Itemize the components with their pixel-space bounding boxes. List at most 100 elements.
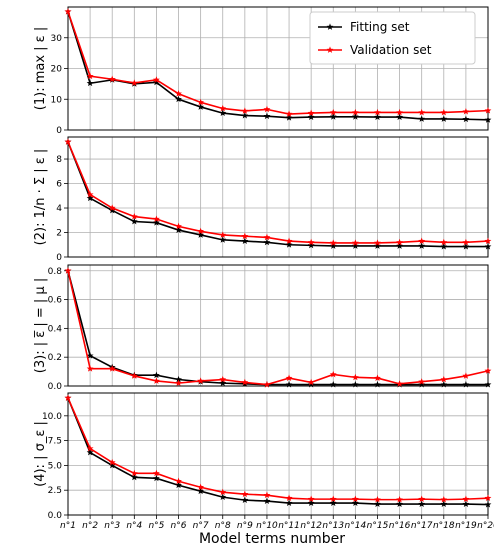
data-point-validation — [462, 495, 470, 503]
data-point-validation — [86, 190, 94, 198]
data-point-fitting — [329, 380, 337, 388]
data-point-fitting — [462, 115, 470, 123]
data-point-validation — [396, 496, 403, 503]
panel-frame — [67, 6, 489, 131]
panel-frame — [67, 136, 489, 258]
data-point-fitting — [175, 481, 182, 489]
x-axis-label: Model terms number — [199, 531, 345, 547]
data-point-validation — [374, 374, 381, 381]
data-point-fitting — [484, 242, 492, 250]
x-tick-label: n°9 — [237, 521, 253, 531]
data-point-validation — [285, 494, 293, 502]
legend-marker-fitting — [326, 23, 334, 30]
data-point-validation — [396, 238, 403, 246]
x-tick-label: n°7 — [193, 521, 209, 531]
x-tick-label: n°12 — [300, 521, 322, 531]
data-point-fitting — [130, 217, 138, 225]
data-point-validation — [241, 107, 249, 114]
x-tick-label: n°20 — [477, 521, 494, 531]
data-point-fitting — [396, 113, 403, 120]
data-point-fitting — [396, 500, 403, 507]
data-point-validation — [175, 90, 182, 97]
data-point-validation — [197, 483, 205, 491]
data-point-validation — [86, 72, 94, 80]
y-tick-label: 8 — [56, 155, 62, 165]
data-point-fitting — [153, 78, 160, 86]
data-point-fitting — [263, 112, 271, 120]
x-tick-label: n°5 — [148, 521, 164, 531]
data-point-fitting — [329, 242, 337, 249]
data-point-fitting — [440, 242, 448, 250]
data-point-fitting — [153, 371, 160, 379]
data-point-fitting — [241, 496, 249, 504]
data-point-fitting — [197, 487, 205, 495]
legend-marker-validation — [326, 46, 334, 53]
data-point-fitting — [484, 116, 492, 123]
legend-box — [309, 11, 476, 65]
data-point-validation — [418, 237, 426, 244]
data-point-fitting — [285, 380, 293, 388]
data-point-fitting — [130, 473, 138, 481]
y-tick-label: 0.2 — [48, 353, 62, 363]
y-axis-label: (3): | ε̅ | = | μ | — [33, 278, 48, 373]
x-tick-label: n°19 — [455, 521, 477, 531]
data-point-fitting — [396, 242, 403, 249]
x-tick-label: n°11 — [278, 521, 300, 531]
panel-frame — [67, 264, 489, 387]
x-tick-label: n°13 — [322, 521, 344, 531]
y-tick-label: 20 — [51, 65, 63, 75]
panels-layer: 0 10 20 30(1): max | ε | 0 2 4 6 8 (2): 1/n · Σ |… — [33, 6, 492, 521]
data-point-fitting — [351, 499, 359, 507]
x-tick-label: n°14 — [345, 521, 367, 531]
data-point-validation — [153, 76, 160, 83]
data-point-validation — [351, 495, 359, 503]
legend: Fitting set Validation set — [309, 11, 476, 65]
x-tick-label: n°17 — [411, 521, 433, 531]
data-point-validation — [86, 444, 94, 452]
x-tick-label: n°18 — [433, 521, 455, 531]
data-point-validation — [484, 367, 492, 374]
data-point-validation — [130, 79, 138, 86]
x-tick-label: n°10 — [256, 521, 278, 531]
data-point-validation — [130, 212, 138, 220]
data-point-validation — [219, 488, 227, 496]
data-point-validation — [219, 104, 227, 112]
data-point-fitting — [86, 79, 94, 87]
data-point-validation — [351, 373, 359, 381]
series-line-fitting — [67, 11, 489, 121]
series-line-validation — [67, 141, 489, 244]
data-point-validation — [175, 477, 182, 485]
data-point-fitting — [153, 219, 160, 226]
data-point-fitting — [263, 497, 271, 505]
x-tick-label: n°1 — [60, 521, 76, 531]
x-tick-label: n°3 — [104, 521, 120, 531]
data-point-fitting — [241, 237, 249, 244]
data-point-validation — [440, 108, 448, 116]
data-point-validation — [307, 378, 315, 386]
y-tick-label: 6 — [56, 180, 62, 190]
data-point-fitting — [86, 194, 94, 202]
data-point-validation — [285, 374, 293, 381]
y-tick-label: 4 — [56, 204, 62, 214]
data-point-validation — [329, 239, 337, 246]
data-point-validation — [263, 105, 271, 113]
x-tick-label: n°4 — [126, 521, 142, 531]
data-point-validation — [418, 108, 426, 116]
data-point-validation — [108, 458, 116, 466]
data-point-fitting — [285, 499, 293, 507]
data-point-fitting — [86, 448, 94, 456]
data-point-fitting — [175, 375, 182, 383]
data-point-validation — [374, 496, 381, 503]
data-point-fitting — [329, 113, 337, 120]
y-tick-label: 2.5 — [48, 486, 62, 496]
y-tick-label: 0.8 — [48, 267, 63, 277]
data-point-validation — [329, 108, 337, 116]
data-point-fitting — [175, 226, 182, 233]
data-point-fitting — [374, 242, 381, 249]
data-point-fitting — [462, 500, 470, 507]
data-point-validation — [64, 8, 72, 15]
data-point-fitting — [374, 113, 381, 120]
data-point-validation — [418, 495, 426, 503]
data-point-fitting — [484, 500, 492, 508]
data-point-validation — [219, 375, 227, 383]
